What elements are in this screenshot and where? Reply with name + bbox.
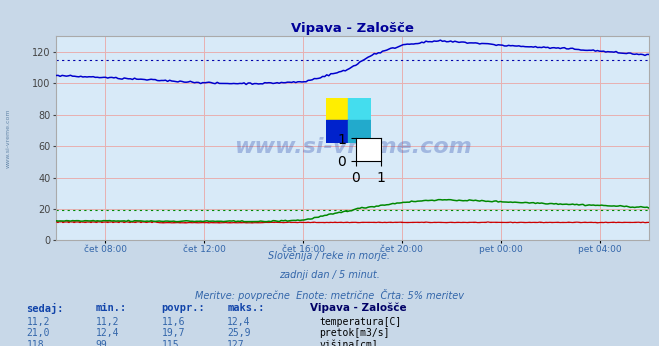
Text: www.si-vreme.com: www.si-vreme.com	[234, 137, 471, 157]
Text: 99: 99	[96, 340, 107, 346]
Text: maks.:: maks.:	[227, 303, 265, 313]
Text: 127: 127	[227, 340, 245, 346]
Text: povpr.:: povpr.:	[161, 303, 205, 313]
Text: 118: 118	[26, 340, 44, 346]
Text: sedaj:: sedaj:	[26, 303, 64, 314]
Text: 12,4: 12,4	[227, 317, 251, 327]
Text: temperatura[C]: temperatura[C]	[320, 317, 402, 327]
Text: 11,2: 11,2	[26, 317, 50, 327]
Text: 19,7: 19,7	[161, 328, 185, 338]
Text: 12,4: 12,4	[96, 328, 119, 338]
Text: 25,9: 25,9	[227, 328, 251, 338]
Text: 11,2: 11,2	[96, 317, 119, 327]
Text: višina[cm]: višina[cm]	[320, 340, 378, 346]
Text: www.si-vreme.com: www.si-vreme.com	[5, 109, 11, 168]
Text: 21,0: 21,0	[26, 328, 50, 338]
Text: 11,6: 11,6	[161, 317, 185, 327]
Text: Slovenija / reke in morje.: Slovenija / reke in morje.	[268, 251, 391, 261]
Text: Vipava - Zalošče: Vipava - Zalošče	[310, 303, 407, 313]
Title: Vipava - Zalošče: Vipava - Zalošče	[291, 22, 414, 35]
Text: min.:: min.:	[96, 303, 127, 313]
Text: pretok[m3/s]: pretok[m3/s]	[320, 328, 390, 338]
Text: 115: 115	[161, 340, 179, 346]
Text: Meritve: povprečne  Enote: metrične  Črta: 5% meritev: Meritve: povprečne Enote: metrične Črta:…	[195, 289, 464, 301]
Text: zadnji dan / 5 minut.: zadnji dan / 5 minut.	[279, 270, 380, 280]
